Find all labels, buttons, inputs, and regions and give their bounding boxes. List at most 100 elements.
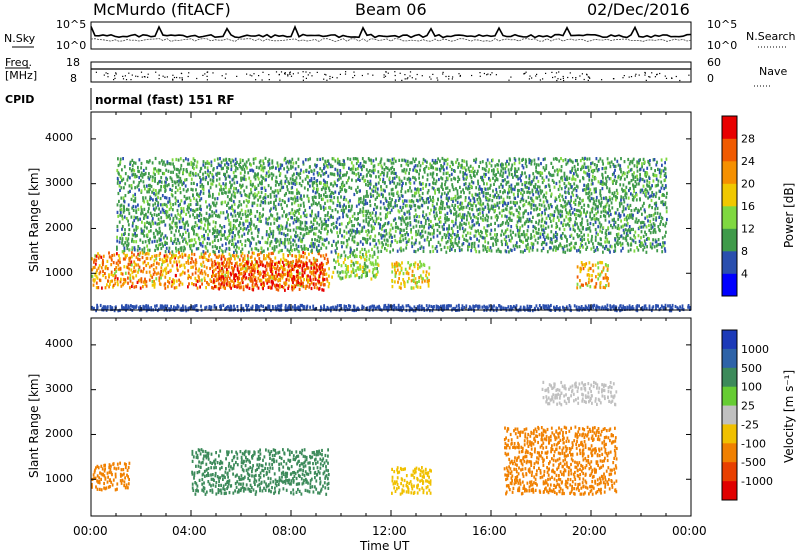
data-cell [327,260,329,264]
data-cell [355,173,358,177]
data-cell [274,266,276,271]
nave-dot [587,79,589,81]
data-cell [414,241,417,245]
data-cell [289,275,292,279]
data-cell [247,158,250,162]
data-cell [313,259,316,263]
data-cell [264,178,266,182]
data-cell [251,201,254,205]
data-cell [208,174,210,178]
data-cell [254,172,256,176]
data-cell [141,229,143,233]
nave-dot [225,73,227,75]
data-cell [121,233,123,237]
data-cell [173,286,176,290]
data-cell [241,183,244,187]
data-cell [470,245,473,249]
data-cell [251,267,253,271]
data-cell [135,174,138,178]
data-cell [563,306,566,310]
data-cell [260,190,263,195]
data-cell [316,221,319,225]
data-cell [336,270,339,274]
data-cell [441,225,444,229]
data-cell [216,178,218,182]
data-cell [93,260,95,264]
data-cell [356,273,358,277]
data-cell [463,213,466,217]
data-cell [313,226,316,231]
data-cell [212,179,215,183]
data-cell [297,172,300,176]
data-cell [127,219,129,223]
data-cell [624,307,626,311]
data-cell [294,178,297,183]
data-cell [212,167,215,171]
data-cell [193,209,196,213]
data-cell [453,176,455,180]
data-cell [471,193,474,197]
data-cell [225,305,228,310]
data-cell [322,272,324,276]
data-cell [403,167,406,172]
data-cell [151,219,154,223]
data-cell [247,304,250,308]
data-cell [316,249,319,253]
data-cell [449,245,452,249]
data-cell [322,178,325,182]
data-cell [400,268,403,272]
data-cell [346,243,349,247]
data-cell [291,267,294,271]
data-cell [150,264,153,268]
data-cell [377,222,380,226]
data-cell [452,187,455,192]
data-cell [477,217,479,221]
data-cell [463,216,465,220]
data-cell [339,255,342,259]
data-cell [279,166,282,170]
data-cell [648,306,651,310]
data-cell [382,177,385,181]
data-cell [292,259,294,264]
data-cell [238,200,241,204]
data-cell [115,269,118,273]
data-cell [242,222,245,226]
data-cell [391,285,394,289]
data-cell [457,179,459,184]
data-cell [369,169,371,173]
data-cell [465,238,467,242]
data-cell [349,167,352,172]
data-cell [264,274,267,278]
data-cell [294,199,297,203]
data-cell [174,256,176,260]
data-cell [438,306,441,310]
data-cell [234,169,237,173]
data-cell [312,277,315,281]
data-cell [271,214,274,218]
data-cell [292,212,295,216]
data-cell [253,270,256,274]
data-cell [197,269,200,273]
data-cell [164,188,167,192]
data-cell [163,172,166,176]
data-cell [411,244,414,249]
data-cell [336,246,338,250]
data-cell [146,256,149,260]
data-cell [400,306,402,310]
data-cell [336,226,338,230]
data-cell [323,243,325,247]
data-cell [218,215,221,219]
data-cell [369,261,372,265]
data-cell [198,279,201,283]
data-cell [258,305,260,309]
data-cell [434,207,437,211]
data-cell [366,271,368,275]
data-cell [250,270,253,274]
data-cell [163,160,165,164]
data-cell [446,162,449,166]
data-cell [599,281,602,285]
data-cell [124,231,126,236]
data-cell [124,194,127,198]
data-cell [477,179,479,183]
data-cell [232,171,235,175]
